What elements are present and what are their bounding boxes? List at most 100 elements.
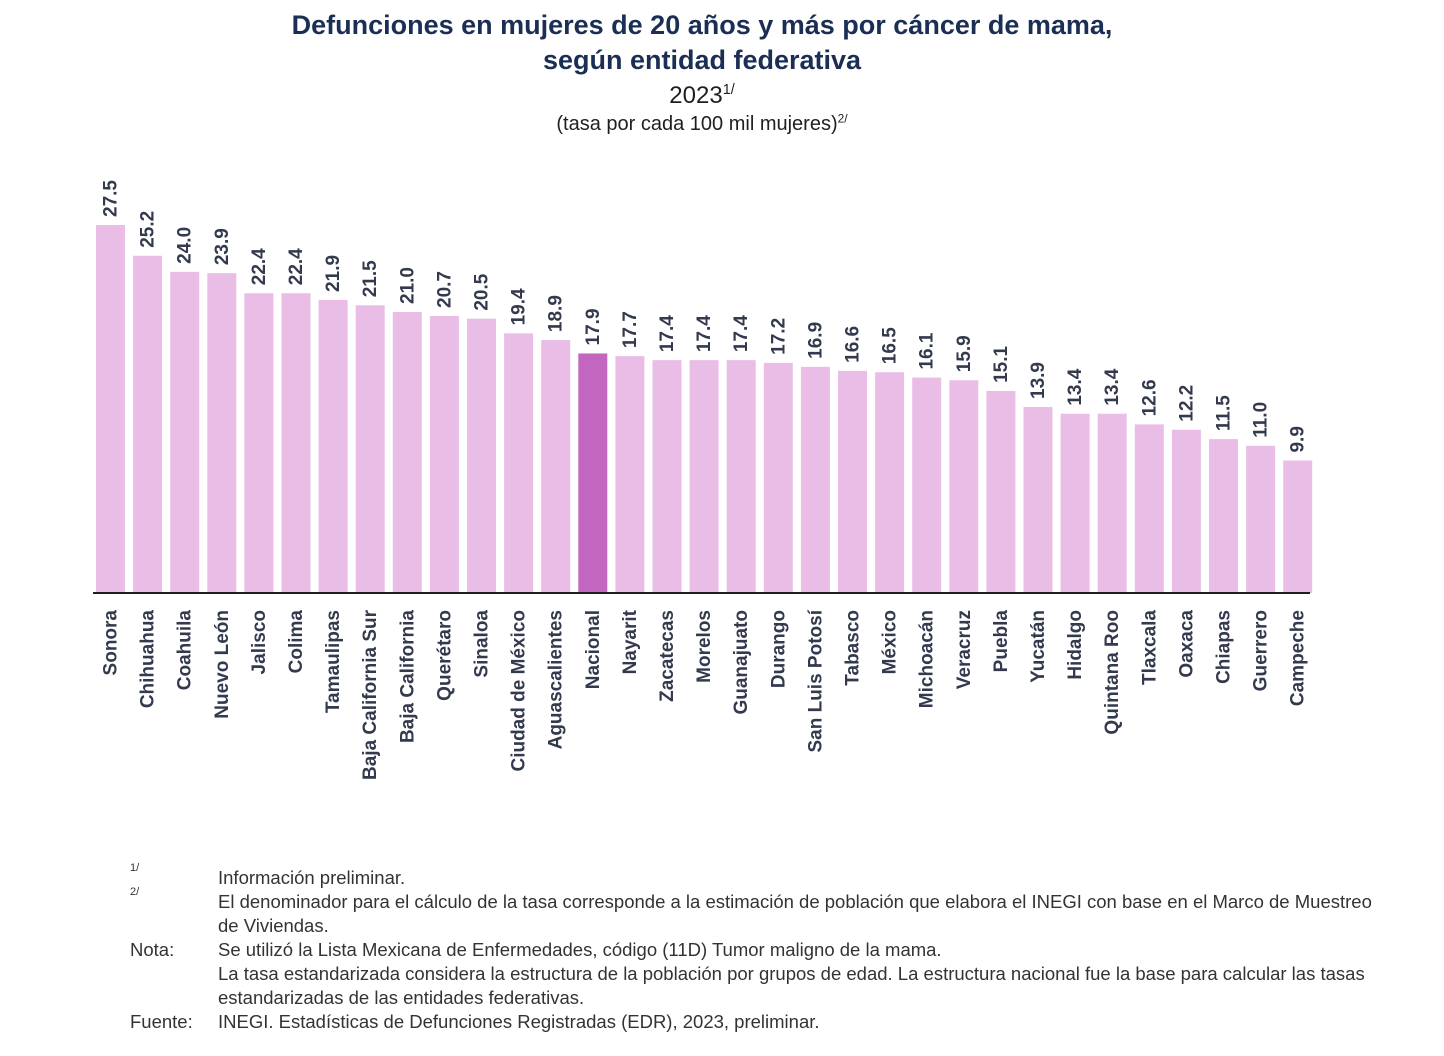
subtitle-text: (tasa por cada 100 mil mujeres) [556, 113, 838, 135]
value-label-12: 18.9 [546, 295, 567, 332]
bar-2 [170, 271, 200, 593]
category-label-32: Campeche [1288, 610, 1309, 706]
footnote-1-key: 1/ [130, 862, 140, 874]
bar-29 [1171, 429, 1201, 593]
chart-subtitle: (tasa por cada 100 mil mujeres)2/ [0, 111, 1404, 137]
category-label-18: Durango [768, 610, 789, 688]
year-footnote-ref: 1/ [722, 82, 735, 98]
chart-title-line1: Defunciones en mujeres de 20 años y más … [291, 10, 1113, 40]
bar-5 [281, 293, 311, 593]
value-label-7: 21.5 [360, 260, 381, 297]
bar-13 [578, 353, 608, 593]
category-label-26: Hidalgo [1065, 610, 1086, 680]
category-label-17: Guanajuato [731, 610, 752, 715]
year-text: 2023 [669, 82, 723, 109]
category-label-22: Michoacán [917, 610, 938, 708]
category-label-20: Tabasco [843, 610, 864, 686]
category-label-14: Nayarit [620, 609, 641, 674]
value-label-10: 20.5 [472, 273, 493, 310]
value-label-13: 17.9 [583, 308, 604, 345]
category-label-21: México [880, 610, 901, 674]
category-label-15: Zacatecas [657, 610, 678, 702]
bar-16 [689, 360, 719, 593]
bar-15 [652, 360, 682, 593]
value-label-9: 20.7 [434, 271, 455, 308]
bar-9 [429, 315, 459, 593]
value-label-23: 15.9 [954, 335, 975, 372]
value-label-18: 17.2 [768, 318, 789, 355]
category-label-30: Chiapas [1214, 610, 1235, 684]
category-label-8: Baja California [397, 610, 418, 743]
value-label-8: 21.0 [397, 267, 418, 304]
bar-31 [1246, 445, 1276, 593]
bar-4 [244, 293, 274, 593]
bar-12 [541, 340, 571, 593]
value-label-29: 12.2 [1176, 385, 1197, 422]
value-label-26: 13.4 [1065, 368, 1086, 405]
value-label-21: 16.5 [880, 327, 901, 364]
bar-18 [763, 362, 793, 593]
bar-1 [133, 255, 163, 593]
value-label-11: 19.4 [509, 288, 530, 325]
category-label-12: Aguascalientes [546, 610, 567, 749]
category-label-3: Nuevo León [212, 610, 233, 719]
bar-3 [207, 273, 237, 593]
category-label-29: Oaxaca [1176, 610, 1197, 678]
bar-25 [1023, 406, 1053, 593]
source: Fuente: INEGI. Estadísticas de Defuncion… [130, 1010, 1390, 1034]
bar-7 [355, 305, 385, 593]
value-label-0: 27.5 [101, 180, 122, 217]
value-label-15: 17.4 [657, 315, 678, 352]
value-label-17: 17.4 [731, 315, 752, 352]
value-label-24: 15.1 [991, 346, 1012, 383]
footnote-1: 1/ Información preliminar. [130, 863, 1390, 890]
chart-title: Defunciones en mujeres de 20 años y más … [0, 8, 1404, 78]
category-label-24: Puebla [991, 610, 1012, 673]
category-label-28: Tlaxcala [1139, 610, 1160, 685]
value-label-19: 16.9 [805, 322, 826, 359]
bar-14 [615, 356, 645, 593]
note: Nota: Se utilizó la Lista Mexicana de En… [130, 938, 1390, 1010]
bar-22 [912, 377, 942, 593]
bar-32 [1283, 460, 1313, 593]
value-label-4: 22.4 [249, 248, 270, 285]
chart-year: 20231/ [0, 81, 1404, 111]
value-label-32: 9.9 [1288, 426, 1309, 452]
category-label-19: San Luis Potosí [805, 609, 826, 752]
bar-8 [392, 311, 422, 593]
bar-chart: 27.5 Sonora 25.2 Chihuahua 24.0 Coahuila 23.9 N… [93, 180, 1313, 780]
bar-27 [1097, 413, 1127, 593]
category-label-0: Sonora [101, 610, 122, 676]
category-label-27: Quintana Roo [1102, 610, 1123, 735]
category-label-5: Colima [286, 610, 307, 674]
value-label-3: 23.9 [212, 228, 233, 265]
category-label-31: Guerrero [1251, 610, 1272, 691]
bar-30 [1209, 439, 1238, 593]
value-label-20: 16.6 [843, 326, 864, 363]
footnote-2-key: 2/ [130, 886, 140, 898]
bar-0 [96, 225, 125, 593]
value-label-2: 24.0 [175, 227, 196, 264]
bar-28 [1134, 424, 1164, 593]
bar-6 [318, 299, 348, 593]
footnote-2-text: El denominador para el cálculo de la tas… [218, 891, 1372, 936]
footnotes: 1/ Información preliminar. 2/ El denomin… [130, 863, 1390, 1034]
value-label-5: 22.4 [286, 248, 307, 285]
category-label-1: Chihuahua [138, 610, 159, 709]
category-label-11: Ciudad de México [509, 610, 530, 772]
source-text: INEGI. Estadísticas de Defunciones Regis… [218, 1011, 820, 1032]
value-label-22: 16.1 [917, 332, 938, 369]
bar-11 [504, 333, 534, 593]
value-label-6: 21.9 [323, 255, 344, 292]
category-label-6: Tamaulipas [323, 610, 344, 713]
category-label-4: Jalisco [249, 610, 270, 674]
category-label-16: Morelos [694, 610, 715, 683]
bar-23 [949, 380, 979, 593]
bar-26 [1060, 413, 1090, 593]
value-label-28: 12.6 [1139, 379, 1160, 416]
category-label-2: Coahuila [175, 610, 196, 691]
bar-19 [800, 366, 830, 593]
category-label-25: Yucatán [1028, 610, 1049, 683]
bar-24 [986, 390, 1016, 593]
subtitle-footnote-ref: 2/ [837, 111, 848, 126]
